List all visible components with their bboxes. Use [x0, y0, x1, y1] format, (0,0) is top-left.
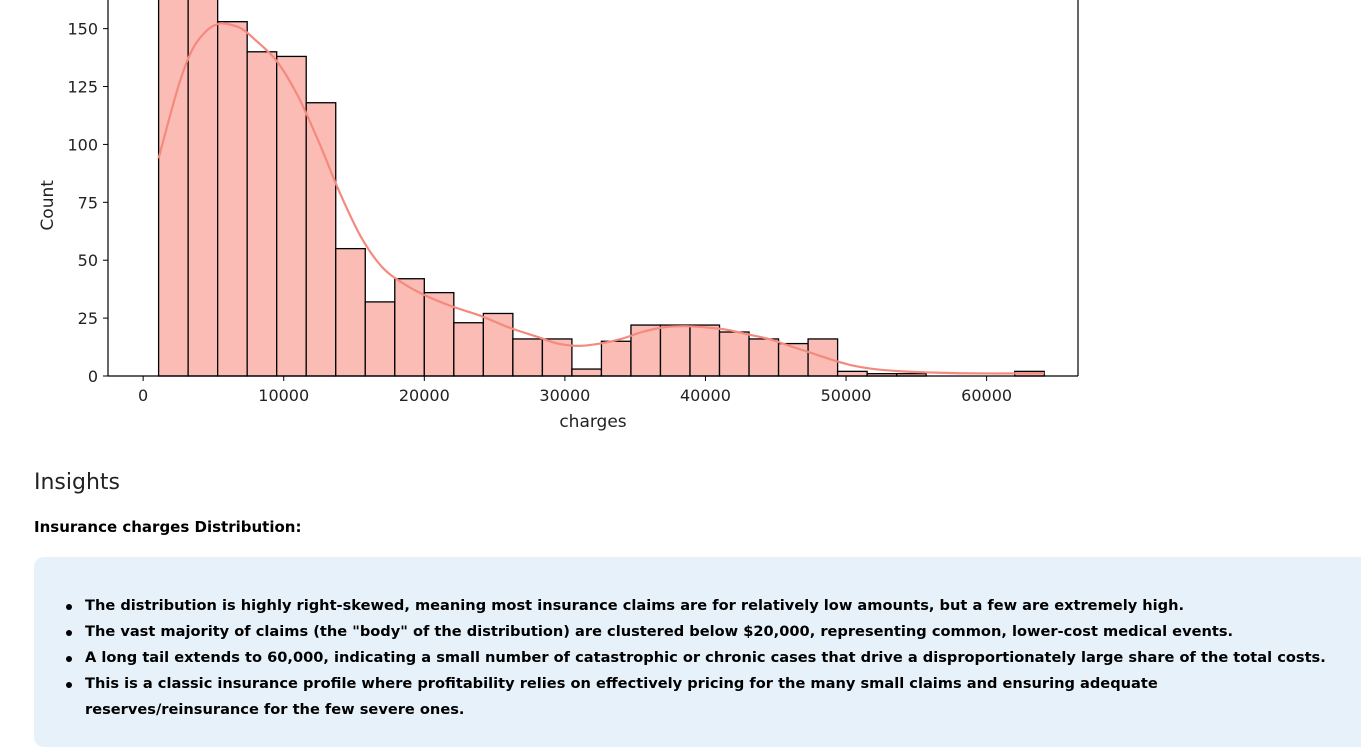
y-tick-label: 125 [67, 78, 98, 97]
histogram-bar [364, 301, 396, 377]
y-tick-label: 0 [88, 367, 98, 386]
x-axis-label: charges [559, 412, 626, 432]
histogram-bar [276, 55, 307, 377]
histogram-bar [659, 324, 691, 377]
histogram-bar [600, 340, 632, 377]
x-tick-label: 30000 [539, 386, 590, 405]
x-tick-label: 20000 [399, 386, 450, 405]
histogram-bar [571, 368, 603, 377]
insights-list: The distribution is highly right-skewed,… [64, 593, 1334, 723]
histogram-bar [630, 324, 662, 377]
histogram-bar [777, 342, 809, 377]
histogram-bar [718, 331, 750, 377]
histogram-bar [305, 102, 337, 377]
histogram-bar [689, 324, 721, 377]
histogram-bar [157, 0, 189, 377]
histogram-bar [335, 247, 366, 377]
histogram-bar [187, 0, 219, 377]
histogram-bar [836, 370, 868, 377]
histogram-bar [394, 278, 425, 377]
y-tick-label: 150 [67, 20, 98, 39]
histogram-bar [246, 51, 278, 377]
insight-bullet: The vast majority of claims (the "body" … [64, 619, 1334, 645]
histogram-bar [453, 322, 484, 377]
histogram-bar [512, 338, 544, 377]
charges-histogram-chart: 0 10000 20000 30000 40000 50000 60000 0 25 50 75 10… [0, 0, 1100, 440]
kde-curve [157, 22, 1045, 375]
insight-bullet: A long tail extends to 60,000, indicatin… [64, 645, 1334, 671]
insight-bullet: The distribution is highly right-skewed,… [64, 593, 1334, 619]
insight-bullet: This is a classic insurance profile wher… [64, 671, 1334, 723]
x-tick-label: 10000 [258, 386, 309, 405]
y-tick-label: 50 [78, 251, 98, 270]
x-tick-label: 60000 [961, 386, 1012, 405]
y-tick-label: 25 [78, 309, 98, 328]
histogram-bar [748, 338, 780, 377]
histogram-bar [217, 21, 248, 377]
y-axis-label: Count [38, 180, 58, 231]
y-tick-label: 100 [67, 135, 98, 154]
y-tick-label: 75 [78, 193, 98, 212]
x-tick-label: 40000 [680, 386, 731, 405]
chart-svg: 0 10000 20000 30000 40000 50000 60000 0 25 50 75 10… [38, 0, 1079, 432]
insights-box: The distribution is highly right-skewed,… [34, 557, 1361, 747]
insights-subheading: Insurance charges Distribution: [34, 518, 302, 536]
x-tick-label: 50000 [821, 386, 872, 405]
x-tick-label: 0 [138, 386, 148, 405]
insights-heading: Insights [34, 470, 121, 495]
